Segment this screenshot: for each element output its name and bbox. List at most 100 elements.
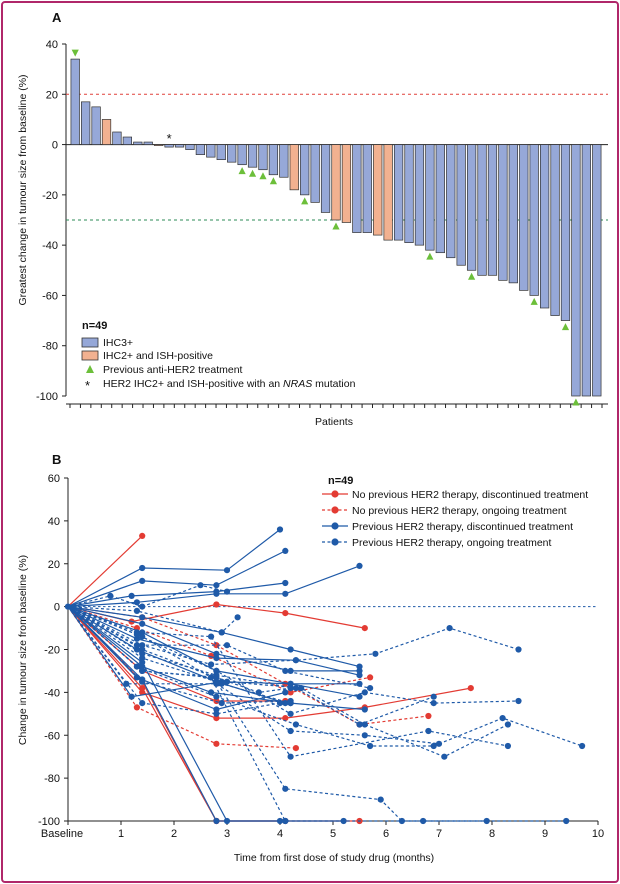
a-y-tick-label: 0	[52, 140, 58, 152]
legend-ihc2-swatch	[81, 350, 99, 361]
b-data-point	[133, 607, 140, 615]
a-bar	[425, 144, 435, 251]
panel-a-markers: *	[71, 49, 580, 406]
b-data-point	[139, 532, 146, 540]
b-series-line	[67, 606, 371, 694]
b-data-point	[139, 667, 146, 675]
panel-a-legend-title: n=49	[82, 320, 107, 332]
legend-prev-label: Previous anti-HER2 treatment	[103, 364, 243, 376]
b-x-tick-label: 5	[330, 828, 336, 840]
b-data-point	[282, 547, 289, 555]
a-bar	[331, 144, 341, 221]
b-series-line	[67, 535, 143, 608]
b-data-point	[128, 592, 135, 600]
a-bar	[206, 144, 216, 158]
b-data-point	[441, 753, 448, 760]
a-bar	[174, 144, 185, 148]
b-data-point	[515, 697, 522, 705]
a-bar	[383, 144, 393, 241]
b-data-point	[579, 742, 586, 750]
b-data-point	[213, 706, 220, 713]
b-data-point	[213, 590, 220, 597]
b-data-point	[287, 700, 294, 707]
b-data-point	[139, 678, 146, 685]
a-bar	[258, 144, 268, 171]
b-data-point	[139, 633, 146, 640]
b-data-point	[218, 680, 225, 687]
b-data-point	[430, 700, 437, 707]
b-data-point	[276, 526, 284, 533]
b-data-point	[213, 693, 220, 700]
b-series-line	[67, 550, 286, 608]
panel-a-legend: n=49 IHC3+ IHC2+ and ISH-positive Previo…	[81, 320, 356, 393]
b-y-tick-label: 60	[48, 473, 60, 485]
a-bar	[70, 58, 80, 145]
b-data-point	[287, 689, 294, 696]
a-bar	[300, 144, 310, 196]
b-data-point	[213, 740, 220, 747]
b-data-point	[133, 599, 140, 606]
b-data-point	[139, 655, 146, 662]
b-series-line	[67, 606, 509, 758]
a-bar	[477, 144, 487, 276]
b-y-tick-label: -80	[44, 773, 60, 785]
b-data-point	[213, 582, 220, 589]
b-data-point	[133, 704, 140, 711]
a-y-tick-label: -40	[42, 240, 58, 252]
b-data-point	[367, 674, 374, 681]
a-nras-asterisk: *	[167, 131, 172, 146]
b-data-point	[287, 710, 294, 717]
a-bar	[362, 144, 372, 233]
b-series-line	[67, 606, 291, 704]
a-y-tick-label: -100	[36, 391, 58, 403]
a-bar	[112, 131, 122, 145]
panel-a-bars	[70, 58, 602, 397]
a-bar	[456, 144, 466, 266]
b-data-point	[208, 661, 215, 668]
b-data-point	[356, 693, 363, 700]
b-data-point	[213, 667, 220, 675]
b-data-point	[234, 614, 241, 621]
b-series-line	[67, 606, 440, 745]
a-y-tick-label: -20	[42, 190, 58, 202]
legend-ihc3-swatch	[81, 337, 99, 348]
b-data-point	[361, 689, 368, 696]
b-data-point	[208, 633, 215, 640]
b-data-point	[356, 663, 363, 670]
legend-nras-label: HER2 IHC2+ and ISH-positive with an NRAS…	[103, 378, 356, 390]
b-y-tick-label: 20	[48, 559, 60, 571]
b-data-point	[367, 742, 374, 750]
b-data-point	[139, 614, 146, 621]
b-data-point	[139, 577, 146, 585]
a-bar	[446, 144, 456, 259]
legend-ihc3-label: IHC3+	[103, 337, 133, 349]
legend-triangle-icon	[86, 365, 94, 373]
b-data-point	[287, 685, 294, 692]
a-triangle-marker	[468, 272, 476, 280]
a-bar	[393, 144, 404, 241]
b-data-point	[372, 650, 379, 657]
a-bar	[81, 101, 91, 145]
b-data-point	[139, 700, 146, 707]
b-data-point	[504, 721, 511, 728]
a-bar	[195, 144, 206, 155]
b-data-point	[282, 785, 289, 792]
b-data-point	[287, 727, 294, 735]
b-data-point	[282, 579, 289, 587]
legend-b-item-4: Previous HER2 therapy, ongoing treatment	[352, 537, 551, 549]
b-x-tick-label: 6	[383, 828, 389, 840]
a-bar	[466, 144, 477, 271]
b-data-point	[276, 700, 284, 707]
b-data-point	[282, 667, 289, 675]
panel-a-ylabel: Greatest change in tumour size from base…	[17, 74, 29, 305]
b-data-point	[282, 610, 289, 617]
a-bar	[352, 144, 362, 233]
b-data-point	[287, 646, 294, 653]
a-triangle-marker	[238, 167, 246, 175]
b-data-point	[213, 674, 220, 681]
b-data-point	[255, 689, 262, 696]
b-data-point	[107, 592, 114, 600]
b-data-point	[133, 642, 140, 649]
b-y-tick-label: -40	[44, 687, 60, 699]
